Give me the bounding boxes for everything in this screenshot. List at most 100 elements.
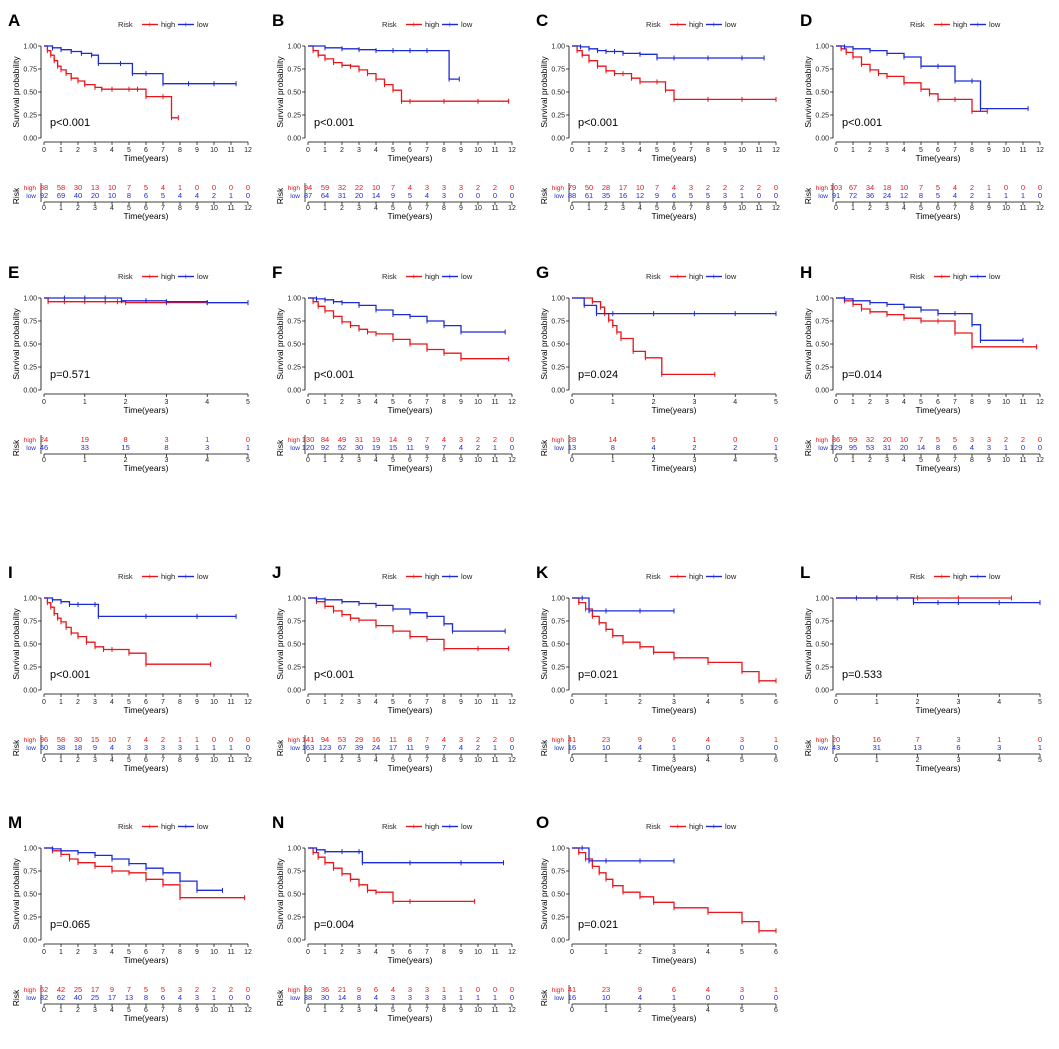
risk-x-tick-label: 11 bbox=[491, 1007, 498, 1014]
legend: Risk + high + low bbox=[118, 822, 209, 831]
y-tick-label: 0.00 bbox=[551, 937, 565, 944]
x-tick-label: 2 bbox=[76, 147, 80, 154]
km-chart-f: F Risk + high + low 0.00 0.25 0.50 0.75 1.00Surviv… bbox=[272, 263, 516, 473]
risk-table-title: Risk bbox=[275, 739, 285, 756]
risk-table-x-label: Time(years) bbox=[123, 211, 168, 221]
risk-count-high: 7 bbox=[425, 735, 429, 744]
risk-count-high: 28 bbox=[602, 183, 610, 192]
risk-x-tick-label: 3 bbox=[885, 205, 889, 212]
risk-x-tick-label: 0 bbox=[42, 757, 46, 764]
legend-plus-high: + bbox=[676, 272, 681, 281]
risk-count-high: 3 bbox=[689, 183, 693, 192]
risk-count-low: 0 bbox=[774, 743, 778, 752]
risk-count-low: 1 bbox=[212, 993, 216, 1002]
p-value-label: p<0.001 bbox=[842, 117, 882, 129]
risk-count-low: 1 bbox=[774, 443, 778, 452]
y-tick-label: 0.50 bbox=[23, 891, 37, 898]
km-curve-high bbox=[572, 297, 715, 376]
risk-x-tick-label: 12 bbox=[508, 1007, 516, 1014]
x-tick-label: 5 bbox=[391, 699, 395, 706]
y-tick-label: 0.75 bbox=[551, 318, 565, 325]
risk-count-low: 40 bbox=[74, 993, 82, 1002]
x-tick-label: 1 bbox=[323, 949, 327, 956]
x-tick-label: 5 bbox=[127, 147, 131, 154]
legend-title: Risk bbox=[382, 272, 397, 281]
risk-count-high: 2 bbox=[493, 735, 497, 744]
legend-plus-low: + bbox=[448, 20, 453, 29]
risk-count-low: 92 bbox=[40, 191, 48, 200]
legend-label-high: high bbox=[953, 272, 967, 281]
risk-count-low: 0 bbox=[459, 191, 463, 200]
x-tick-label: 5 bbox=[774, 399, 778, 406]
risk-table-title: Risk bbox=[11, 187, 21, 204]
risk-row-label-high: high bbox=[288, 987, 301, 994]
x-tick-label: 11 bbox=[1019, 399, 1026, 406]
legend: Risk + high + low bbox=[646, 572, 737, 581]
risk-table-title: Risk bbox=[11, 739, 21, 756]
risk-x-tick-label: 3 bbox=[164, 457, 168, 464]
legend-label-high: high bbox=[953, 20, 967, 29]
x-tick-label: 11 bbox=[227, 699, 234, 706]
risk-count-low: 3 bbox=[442, 191, 446, 200]
risk-table: Risk highlow59380363012114298364443533633… bbox=[275, 985, 516, 1023]
risk-count-low: 82 bbox=[40, 993, 48, 1002]
risk-count-high: 18 bbox=[883, 183, 891, 192]
y-tick-label: 0.50 bbox=[551, 641, 565, 648]
y-tick-label: 1.00 bbox=[287, 845, 301, 852]
legend-plus-high: + bbox=[148, 572, 153, 581]
legend-plus-high: + bbox=[412, 572, 417, 581]
risk-count-high: 0 bbox=[212, 735, 216, 744]
y-axis-label: Survival probability bbox=[11, 56, 21, 128]
risk-count-low: 31 bbox=[883, 443, 891, 452]
x-tick-label: 9 bbox=[723, 147, 727, 154]
risk-row-label-low: low bbox=[26, 445, 36, 452]
x-tick-label: 1 bbox=[604, 699, 608, 706]
y-tick-label: 0.25 bbox=[287, 914, 301, 921]
risk-count-low: 0 bbox=[1038, 191, 1042, 200]
risk-count-high: 32 bbox=[338, 183, 346, 192]
x-tick-label: 11 bbox=[491, 147, 498, 154]
legend-title: Risk bbox=[910, 20, 925, 29]
risk-count-low: 1 bbox=[459, 993, 463, 1002]
risk-count-high: 7 bbox=[127, 735, 131, 744]
y-tick-label: 0.25 bbox=[551, 364, 565, 371]
risk-count-high: 15 bbox=[91, 735, 99, 744]
risk-table-x-label: Time(years) bbox=[915, 763, 960, 773]
x-tick-label: 8 bbox=[442, 949, 446, 956]
risk-count-low: 14 bbox=[372, 191, 380, 200]
risk-x-tick-label: 3 bbox=[621, 205, 625, 212]
risk-count-high: 5 bbox=[953, 435, 957, 444]
y-tick-label: 0.00 bbox=[287, 687, 301, 694]
x-tick-label: 0 bbox=[42, 699, 46, 706]
risk-x-tick-label: 12 bbox=[508, 205, 516, 212]
risk-x-tick-label: 12 bbox=[772, 205, 780, 212]
p-value-label: p=0.571 bbox=[50, 369, 90, 381]
risk-count-high: 3 bbox=[459, 435, 463, 444]
x-tick-label: 4 bbox=[205, 399, 209, 406]
legend-label-high: high bbox=[161, 20, 175, 29]
risk-count-low: 7 bbox=[442, 443, 446, 452]
risk-count-high: 23 bbox=[602, 735, 610, 744]
legend-plus-low: + bbox=[448, 572, 453, 581]
km-curve-low bbox=[308, 597, 506, 632]
x-tick-label: 0 bbox=[42, 147, 46, 154]
risk-x-tick-label: 12 bbox=[1036, 457, 1044, 464]
km-curve-low bbox=[308, 297, 506, 333]
km-chart-g: G Risk + high + low 0.00 0.25 0.50 0.75 1.00Surviv… bbox=[536, 263, 778, 473]
x-tick-label: 6 bbox=[672, 147, 676, 154]
y-tick-label: 1.00 bbox=[815, 295, 829, 302]
risk-count-high: 29 bbox=[355, 735, 363, 744]
risk-count-low: 4 bbox=[178, 191, 182, 200]
risk-count-low: 3 bbox=[408, 993, 412, 1002]
risk-table-title: Risk bbox=[539, 439, 549, 456]
risk-x-tick-label: 7 bbox=[425, 457, 429, 464]
km-panel-n: N Risk + high + low 0.00 0.25 0.50 0.75 1.00 Surviv… bbox=[272, 812, 524, 1044]
risk-count-high: 2 bbox=[723, 183, 727, 192]
y-axis-label: Survival probability bbox=[539, 608, 549, 680]
risk-count-high: 3 bbox=[459, 183, 463, 192]
x-tick-label: 11 bbox=[491, 949, 498, 956]
risk-count-low: 3 bbox=[144, 743, 148, 752]
risk-count-low: 14 bbox=[917, 443, 925, 452]
y-tick-label: 0.75 bbox=[23, 318, 37, 325]
risk-x-tick-label: 0 bbox=[834, 205, 838, 212]
